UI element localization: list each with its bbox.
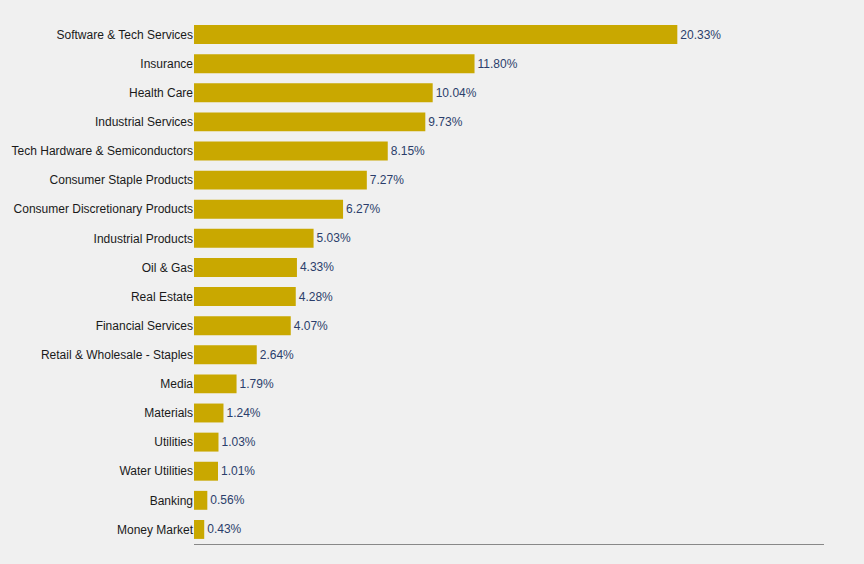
svg-text:5.03%: 5.03%	[317, 231, 351, 245]
svg-text:6.27%: 6.27%	[346, 202, 380, 216]
svg-text:4.28%: 4.28%	[299, 290, 333, 304]
svg-text:Financial Services: Financial Services	[96, 319, 193, 333]
svg-text:0.56%: 0.56%	[210, 493, 244, 507]
svg-text:Health Care: Health Care	[129, 86, 193, 100]
svg-text:1.24%: 1.24%	[226, 406, 260, 420]
svg-text:4.33%: 4.33%	[300, 260, 334, 274]
svg-text:0.43%: 0.43%	[207, 522, 241, 536]
svg-text:2.64%: 2.64%	[260, 348, 294, 362]
svg-text:9.73%: 9.73%	[428, 115, 462, 129]
svg-text:8.15%: 8.15%	[391, 144, 425, 158]
svg-text:Banking: Banking	[150, 494, 193, 508]
svg-text:Oil & Gas: Oil & Gas	[142, 261, 193, 275]
svg-text:Consumer Discretionary Product: Consumer Discretionary Products	[14, 202, 193, 216]
svg-text:Retail & Wholesale - Staples: Retail & Wholesale - Staples	[41, 348, 193, 362]
svg-text:Materials: Materials	[144, 406, 193, 420]
svg-text:20.33%: 20.33%	[680, 28, 721, 42]
svg-text:Software & Tech Services: Software & Tech Services	[56, 28, 193, 42]
svg-text:Insurance: Insurance	[140, 57, 193, 71]
svg-text:10.04%: 10.04%	[436, 86, 477, 100]
svg-text:Utilities: Utilities	[154, 435, 193, 449]
svg-text:Tech Hardware & Semiconductors: Tech Hardware & Semiconductors	[12, 144, 193, 158]
svg-text:11.80%: 11.80%	[478, 57, 518, 71]
svg-text:1.01%: 1.01%	[221, 464, 255, 478]
svg-text:1.79%: 1.79%	[240, 377, 274, 391]
svg-text:Media: Media	[160, 377, 193, 391]
svg-text:7.27%: 7.27%	[370, 173, 404, 187]
svg-text:Real Estate: Real Estate	[131, 290, 193, 304]
svg-text:Money Market: Money Market	[117, 523, 194, 537]
svg-text:4.07%: 4.07%	[294, 319, 328, 333]
svg-text:Industrial Products: Industrial Products	[94, 232, 193, 246]
svg-text:1.03%: 1.03%	[221, 435, 255, 449]
svg-text:Industrial Services: Industrial Services	[95, 115, 193, 129]
svg-text:Consumer Staple Products: Consumer Staple Products	[50, 173, 193, 187]
svg-text:Water Utilities: Water Utilities	[119, 464, 193, 478]
